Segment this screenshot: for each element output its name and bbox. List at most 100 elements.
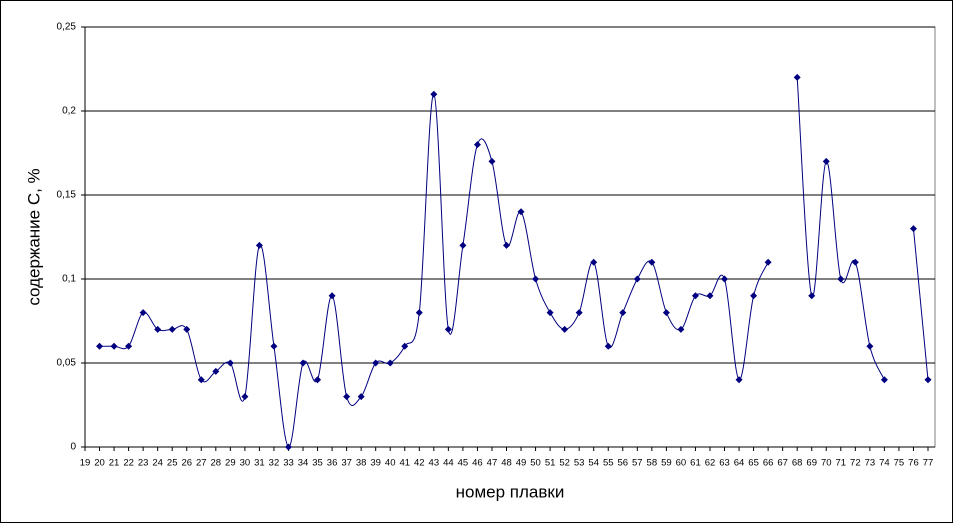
x-tick-label: 73: [865, 458, 876, 469]
x-tick-label: 65: [748, 458, 759, 469]
x-tick-label: 33: [283, 458, 294, 469]
x-tick-label: 35: [312, 458, 323, 469]
marker: [197, 376, 205, 384]
x-tick-label: 28: [211, 458, 222, 469]
x-tick-label: 70: [821, 458, 832, 469]
marker: [168, 325, 176, 333]
x-tick-label: 44: [443, 458, 454, 469]
y-tick-label: 0: [70, 442, 76, 453]
marker: [721, 275, 729, 283]
x-tick-label: 64: [734, 458, 745, 469]
x-tick-label: 39: [370, 458, 381, 469]
y-tick-label: 0,1: [62, 274, 76, 285]
x-tick-label: 25: [167, 458, 178, 469]
marker: [125, 342, 133, 350]
x-tick-label: 69: [806, 458, 817, 469]
marker: [561, 325, 569, 333]
marker: [662, 309, 670, 317]
marker: [880, 376, 888, 384]
x-tick-label: 62: [705, 458, 716, 469]
x-tick-label: 29: [225, 458, 236, 469]
marker: [866, 342, 874, 350]
x-tick-label: 24: [152, 458, 163, 469]
x-tick-label: 36: [327, 458, 338, 469]
x-tick-label: 67: [777, 458, 788, 469]
marker: [255, 241, 263, 249]
marker: [532, 275, 540, 283]
marker: [735, 376, 743, 384]
x-tick-label: 34: [298, 458, 309, 469]
x-tick-label: 31: [254, 458, 265, 469]
marker: [473, 141, 481, 149]
marker: [284, 443, 292, 451]
marker: [750, 292, 758, 300]
marker: [677, 325, 685, 333]
marker: [604, 342, 612, 350]
marker: [764, 258, 772, 266]
marker: [648, 258, 656, 266]
x-tick-label: 60: [676, 458, 687, 469]
x-tick-label: 66: [763, 458, 774, 469]
x-tick-label: 72: [850, 458, 861, 469]
marker: [270, 342, 278, 350]
x-tick-label: 48: [501, 458, 512, 469]
x-tick-label: 22: [123, 458, 134, 469]
x-tick-label: 32: [269, 458, 280, 469]
x-tick-label: 57: [632, 458, 643, 469]
x-tick-label: 45: [458, 458, 469, 469]
marker: [575, 309, 583, 317]
x-tick-label: 27: [196, 458, 207, 469]
x-tick-label: 26: [181, 458, 192, 469]
plot-area: [84, 26, 936, 448]
x-tick-label: 40: [385, 458, 396, 469]
x-tick-label: 68: [792, 458, 803, 469]
x-tick-label: 50: [530, 458, 541, 469]
marker: [691, 292, 699, 300]
marker: [546, 309, 554, 317]
x-tick-label: 38: [356, 458, 367, 469]
marker: [212, 367, 220, 375]
marker: [226, 359, 234, 367]
x-tick-label: 23: [138, 458, 149, 469]
x-tick-label: 58: [647, 458, 658, 469]
marker: [139, 309, 147, 317]
marker: [314, 376, 322, 384]
marker: [415, 309, 423, 317]
y-tick-label: 0,05: [57, 358, 77, 369]
x-tick-label: 61: [690, 458, 701, 469]
x-tick-label: 54: [588, 458, 599, 469]
marker: [401, 342, 409, 350]
marker: [633, 275, 641, 283]
marker: [328, 292, 336, 300]
marker: [706, 292, 714, 300]
marker: [357, 393, 365, 401]
marker: [154, 325, 162, 333]
x-tick-label: 21: [109, 458, 120, 469]
x-tick-label: 51: [545, 458, 556, 469]
marker: [924, 376, 932, 384]
marker: [372, 359, 380, 367]
marker: [503, 241, 510, 249]
x-tick-label: 76: [908, 458, 919, 469]
marker: [183, 325, 191, 333]
marker: [909, 225, 917, 233]
marker: [517, 208, 525, 216]
marker: [837, 275, 845, 283]
x-tick-label: 47: [487, 458, 498, 469]
x-tick-label: 55: [603, 458, 614, 469]
x-tick-label: 46: [472, 458, 483, 469]
marker: [241, 393, 249, 401]
marker: [822, 157, 830, 165]
x-tick-label: 56: [617, 458, 628, 469]
x-tick-label: 77: [923, 458, 934, 469]
x-tick-label: 53: [574, 458, 585, 469]
marker: [488, 157, 496, 165]
marker: [590, 258, 598, 266]
x-tick-label: 52: [559, 458, 570, 469]
marker: [619, 309, 627, 317]
marker: [793, 73, 801, 81]
x-axis-title: номер плавки: [456, 482, 565, 501]
x-tick-label: 63: [719, 458, 730, 469]
y-tick-label: 0,2: [62, 106, 76, 117]
